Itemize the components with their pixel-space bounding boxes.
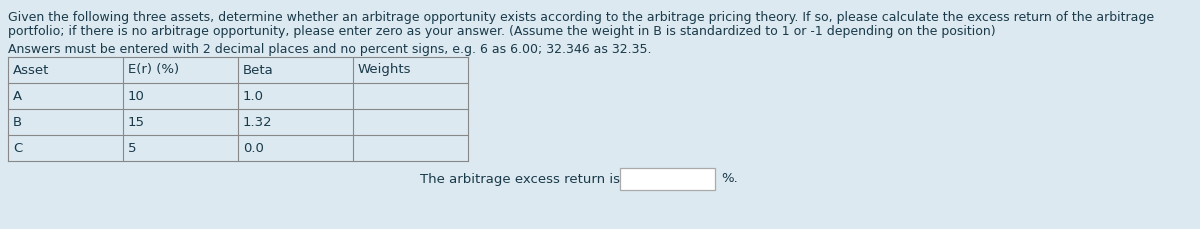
Text: 0.0: 0.0 (242, 142, 264, 155)
Text: 10: 10 (128, 90, 145, 103)
Text: Answers must be entered with 2 decimal places and no percent signs, e.g. 6 as 6.: Answers must be entered with 2 decimal p… (8, 43, 652, 56)
Text: 5: 5 (128, 142, 137, 155)
Text: 1.32: 1.32 (242, 115, 272, 128)
Text: 15: 15 (128, 115, 145, 128)
Text: E(r) (%): E(r) (%) (128, 63, 179, 76)
Text: The arbitrage excess return is: The arbitrage excess return is (420, 172, 620, 185)
Text: A: A (13, 90, 22, 103)
Text: %.: %. (721, 172, 738, 185)
Text: Weights: Weights (358, 63, 412, 76)
Text: Asset: Asset (13, 63, 49, 76)
Text: Given the following three assets, determine whether an arbitrage opportunity exi: Given the following three assets, determ… (8, 11, 1154, 24)
Text: C: C (13, 142, 23, 155)
Text: 1.0: 1.0 (242, 90, 264, 103)
Text: B: B (13, 115, 22, 128)
Text: Beta: Beta (242, 63, 274, 76)
Text: portfolio; if there is no arbitrage opportunity, please enter zero as your answe: portfolio; if there is no arbitrage oppo… (8, 25, 996, 38)
FancyBboxPatch shape (620, 168, 715, 190)
